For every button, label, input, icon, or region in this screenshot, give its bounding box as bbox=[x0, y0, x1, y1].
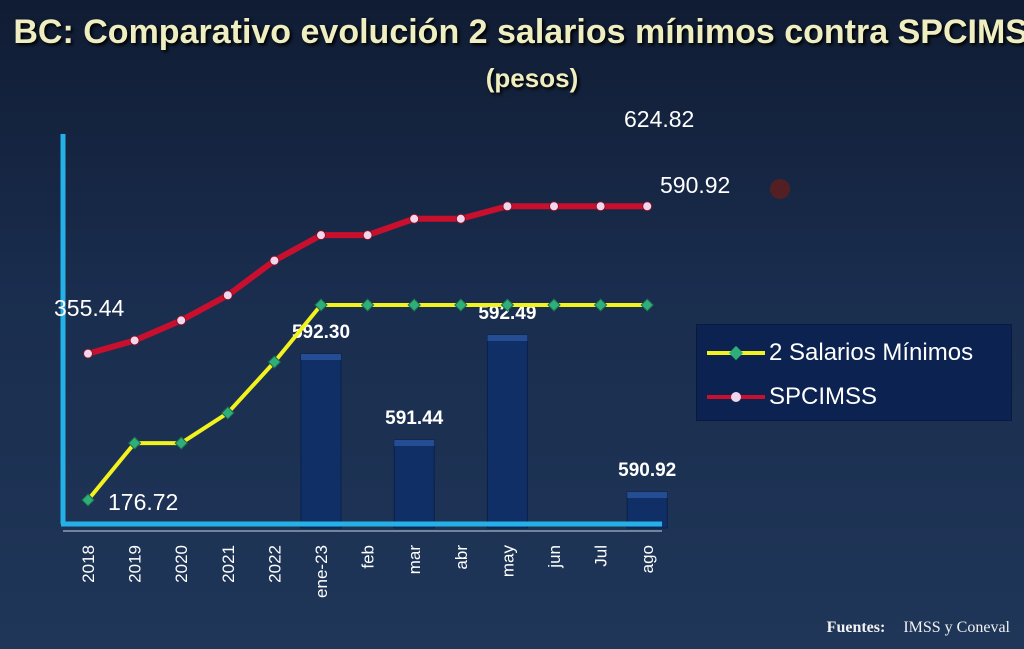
point-salarios-2019 bbox=[127, 436, 142, 450]
x-tick-2019: 2019 bbox=[126, 545, 145, 583]
legend-label-salarios: 2 Salarios Mínimos bbox=[769, 339, 974, 366]
bar-label-ago: 590.92 bbox=[618, 460, 676, 481]
point-label-spcimss-ago: 590.92 bbox=[660, 172, 730, 198]
point-spcimss-2021 bbox=[222, 290, 233, 301]
point-spcimss-feb bbox=[362, 230, 373, 241]
point-spcimss-ene-23 bbox=[316, 230, 326, 241]
point-salarios-Jul bbox=[593, 298, 608, 312]
x-tick-2022: 2022 bbox=[265, 545, 284, 583]
point-salarios-2020 bbox=[174, 436, 188, 450]
x-tick-jun: jun bbox=[545, 545, 564, 569]
point-label-salarios-2018: 176.72 bbox=[108, 489, 178, 515]
x-tick-ene-23: ene-23 bbox=[312, 545, 331, 598]
source-text: IMSS y Coneval bbox=[903, 619, 1010, 636]
bar-ene-23 bbox=[300, 353, 342, 529]
bar-top-may bbox=[487, 335, 528, 341]
bar-top-ene-23 bbox=[301, 354, 341, 360]
source-label: Fuentes: bbox=[826, 619, 886, 636]
point-label-salarios-ago: 624.82 bbox=[624, 106, 694, 132]
x-tick-may: may bbox=[498, 545, 517, 578]
bar-top-mar bbox=[394, 440, 435, 446]
point-salarios-abr bbox=[454, 298, 468, 312]
bar-label-ene-23: 592.30 bbox=[292, 322, 350, 343]
x-tick-mar: mar bbox=[405, 545, 424, 575]
point-spcimss-2018 bbox=[83, 348, 93, 359]
point-spcimss-jun bbox=[549, 201, 559, 212]
bar-label-may: 592.49 bbox=[478, 303, 536, 324]
chart-title-units: (pesos) bbox=[485, 63, 579, 93]
point-salarios-ago bbox=[640, 298, 654, 312]
x-tick-2020: 2020 bbox=[172, 545, 191, 583]
x-tick-Jul: Jul bbox=[592, 545, 611, 567]
chart-title: BC: Comparativo evolución 2 salarios mín… bbox=[0, 10, 1024, 100]
point-salarios-2018 bbox=[81, 493, 95, 507]
source-note: Fuentes: IMSS y Coneval bbox=[827, 619, 1010, 637]
point-label-spcimss-2018: 355.44 bbox=[54, 295, 125, 321]
point-salarios-2022 bbox=[267, 355, 282, 369]
x-tick-feb: feb bbox=[359, 545, 378, 569]
x-tick-2018: 2018 bbox=[79, 545, 98, 583]
bar-top-ago bbox=[627, 492, 668, 498]
point-spcimss-2019 bbox=[129, 335, 140, 346]
legend-label-spcimss: SPCIMSS bbox=[769, 383, 878, 410]
point-salarios-feb bbox=[360, 298, 375, 312]
point-salarios-mar bbox=[407, 298, 421, 312]
point-salarios-jun bbox=[547, 298, 561, 312]
point-spcimss-2020 bbox=[176, 315, 187, 326]
bar-mar bbox=[393, 439, 435, 529]
point-salarios-ene-23 bbox=[314, 298, 328, 312]
legend-item-spcimss: SPCIMSS bbox=[707, 379, 877, 415]
legend-swatch-spcimss bbox=[707, 387, 765, 407]
point-salarios-2021 bbox=[221, 406, 235, 420]
point-spcimss-ago bbox=[642, 201, 653, 212]
x-tick-abr: abr bbox=[452, 545, 471, 570]
series-line-salarios bbox=[86, 303, 648, 502]
x-tick-2021: 2021 bbox=[219, 545, 238, 583]
point-spcimss-mar bbox=[409, 213, 420, 224]
legend-item-salarios: 2 Salarios Mínimos bbox=[707, 335, 973, 371]
point-spcimss-2022 bbox=[269, 255, 280, 266]
series-line-spcimss bbox=[87, 203, 648, 357]
chart-legend: 2 Salarios Mínimos SPCIMSS bbox=[696, 324, 1012, 421]
bar-may bbox=[486, 334, 528, 529]
bar-label-mar: 591.44 bbox=[385, 408, 444, 429]
point-spcimss-abr bbox=[455, 213, 466, 224]
x-tick-ago: ago bbox=[638, 545, 657, 573]
legend-swatch-salarios bbox=[707, 343, 765, 363]
point-spcimss-may bbox=[502, 201, 513, 212]
point-salarios-may bbox=[500, 298, 515, 312]
decorative-dot bbox=[770, 179, 790, 199]
point-spcimss-Jul bbox=[595, 201, 606, 212]
chart-title-main: BC: Comparativo evolución 2 salarios mín… bbox=[13, 13, 1024, 51]
